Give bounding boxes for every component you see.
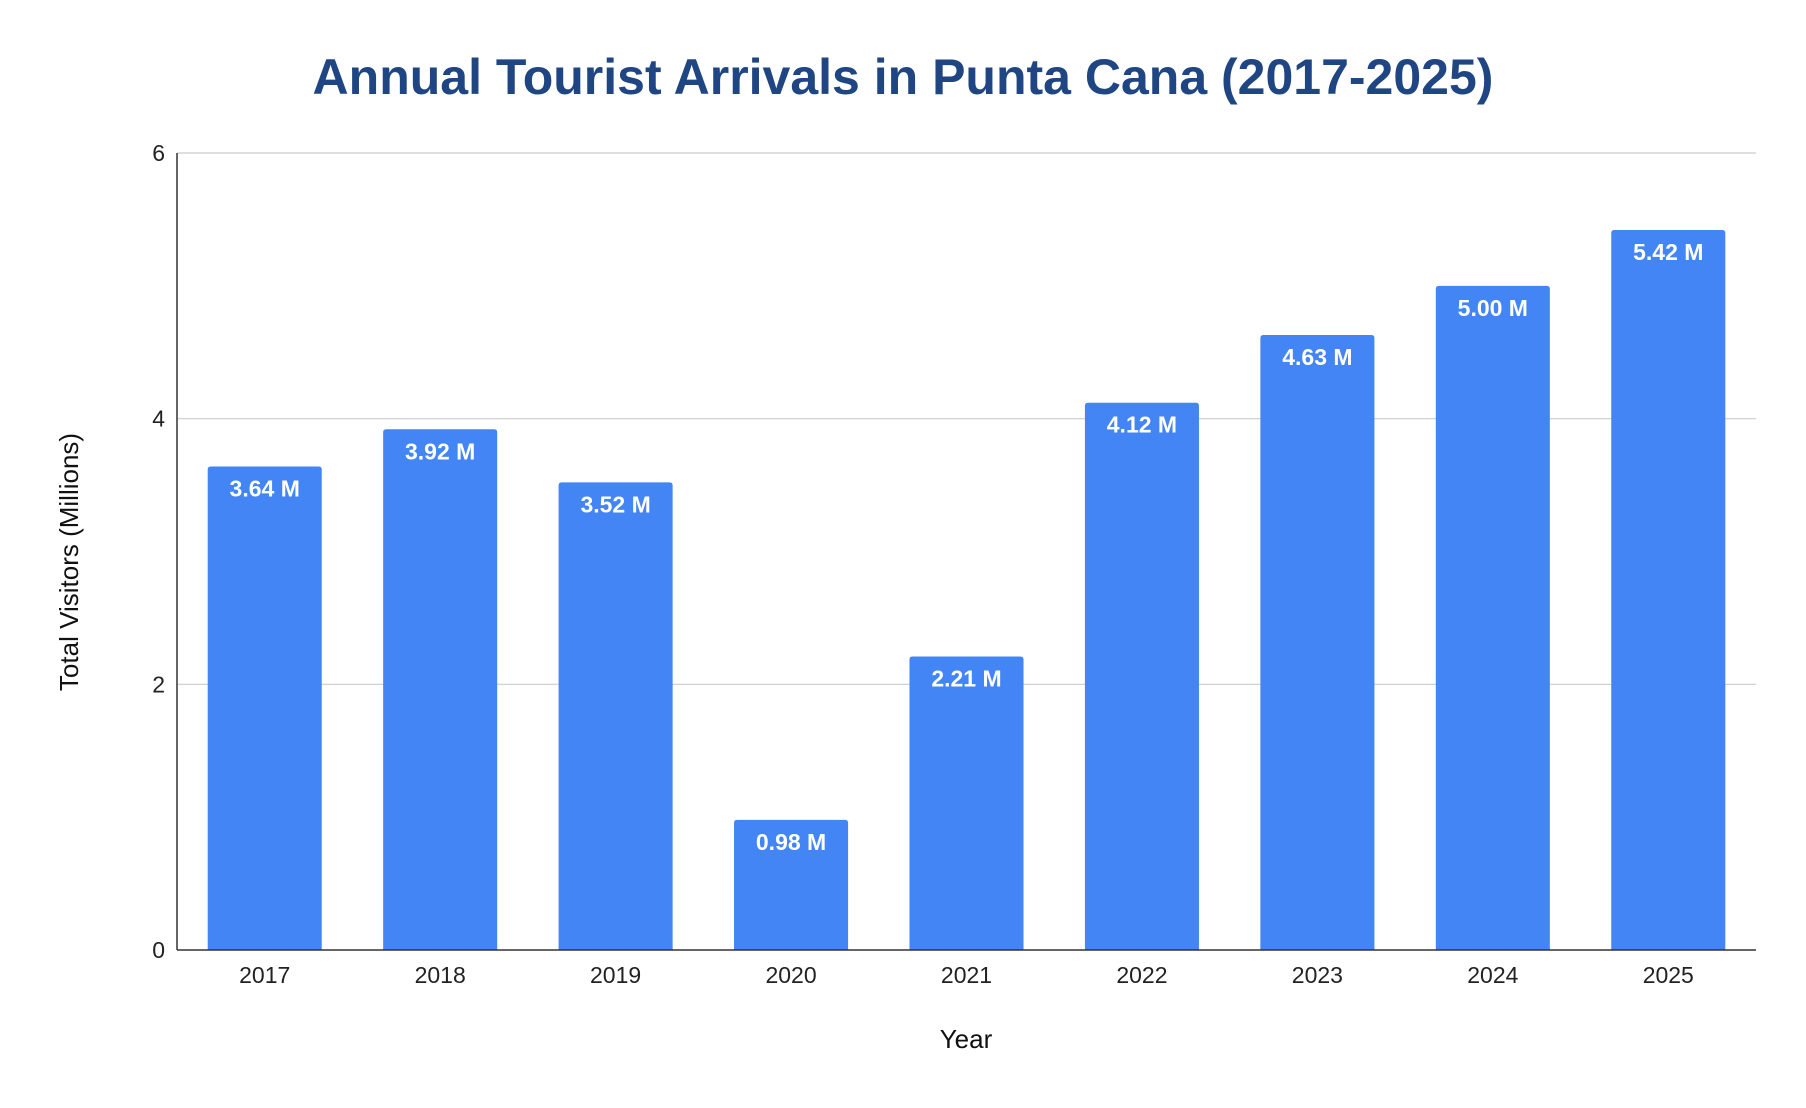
bar-2023 bbox=[1260, 334, 1375, 950]
data-label-2017: 3.64 M bbox=[230, 475, 300, 501]
bar-2020 bbox=[734, 819, 849, 950]
y-axis-title: Total Visitors (Millions) bbox=[54, 433, 84, 691]
y-tick-label: 6 bbox=[152, 140, 165, 166]
x-tick-label: 2021 bbox=[941, 962, 992, 988]
data-label-2019: 3.52 M bbox=[580, 491, 650, 517]
data-label-2021: 2.21 M bbox=[931, 665, 1001, 691]
data-label-2025: 5.42 M bbox=[1633, 239, 1703, 265]
axes bbox=[176, 153, 1756, 951]
data-label-2020: 0.98 M bbox=[756, 829, 826, 855]
y-tick-label: 0 bbox=[152, 937, 165, 963]
bar-2018 bbox=[383, 429, 498, 950]
bar-2017 bbox=[207, 466, 322, 950]
bar-2022 bbox=[1084, 402, 1199, 950]
x-tick-label: 2020 bbox=[765, 962, 816, 988]
x-tick-label: 2022 bbox=[1116, 962, 1167, 988]
bar-2021 bbox=[909, 656, 1024, 950]
bars: 3.64 M 3.92 M 3.52 M 0.98 M 2.21 M 4.12 M 4.63… bbox=[207, 230, 1726, 950]
bar-2019 bbox=[558, 482, 673, 950]
tick-labels: 0 2 4 6 2017 2018 2019 2020 2021 2022 2023 2024 2025 bbox=[152, 140, 1694, 988]
y-tick-label: 2 bbox=[152, 671, 165, 697]
x-tick-label: 2023 bbox=[1292, 962, 1343, 988]
bar-2024 bbox=[1435, 285, 1550, 950]
x-tick-label: 2018 bbox=[415, 962, 466, 988]
data-label-2023: 4.63 M bbox=[1282, 344, 1352, 370]
x-tick-label: 2017 bbox=[239, 962, 290, 988]
data-label-2024: 5.00 M bbox=[1458, 295, 1528, 321]
x-axis-title: Year bbox=[940, 1024, 993, 1054]
x-tick-label: 2024 bbox=[1467, 962, 1518, 988]
data-label-2018: 3.92 M bbox=[405, 438, 475, 464]
data-label-2022: 4.12 M bbox=[1107, 412, 1177, 438]
x-tick-label: 2025 bbox=[1643, 962, 1694, 988]
bar-2025 bbox=[1611, 230, 1726, 950]
x-tick-label: 2019 bbox=[590, 962, 641, 988]
chart-title: Annual Tourist Arrivals in Punta Cana (2… bbox=[313, 49, 1494, 105]
y-tick-label: 4 bbox=[152, 406, 165, 432]
